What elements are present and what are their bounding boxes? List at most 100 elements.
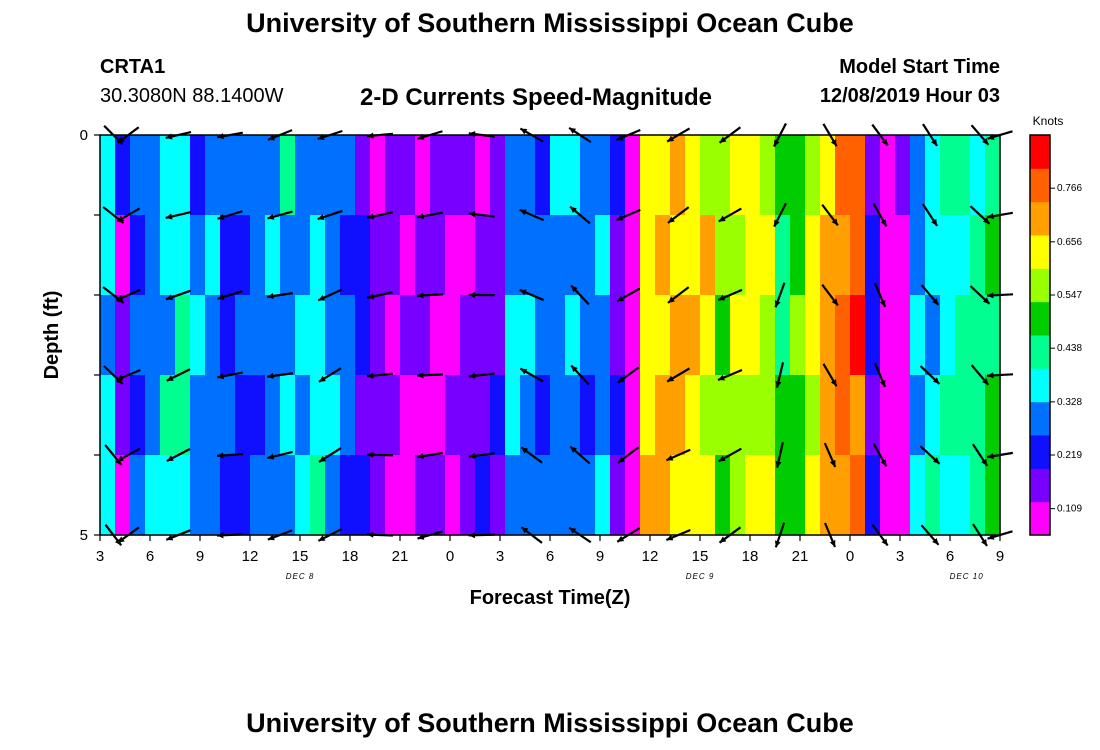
- heat-cell: [985, 215, 1001, 296]
- heat-cell: [220, 215, 236, 296]
- heat-cell: [835, 295, 851, 376]
- arrow-head: [774, 219, 780, 227]
- heat-cell: [415, 375, 431, 456]
- arrow-head: [468, 452, 476, 459]
- heat-cell: [265, 295, 281, 376]
- heat-cell: [370, 215, 386, 296]
- heat-cell: [595, 215, 611, 296]
- current-arrow: [775, 362, 785, 388]
- heat-cell: [100, 375, 116, 456]
- heat-cell: [625, 135, 641, 216]
- heat-cell: [940, 375, 956, 456]
- x-tick-label: 15: [292, 548, 309, 565]
- heat-cell: [235, 295, 251, 376]
- heat-cell: [640, 295, 656, 376]
- colorbar-tick-label: 0.109: [1057, 504, 1082, 515]
- arrow-head: [367, 293, 375, 300]
- arrow-head: [116, 374, 124, 381]
- arrow-head: [775, 380, 782, 388]
- arrow-head: [367, 451, 374, 458]
- heat-cell: [520, 375, 536, 456]
- arrow-head: [616, 134, 624, 141]
- arrow-head: [880, 459, 887, 467]
- heat-cell: [490, 455, 506, 536]
- arrow-head: [987, 453, 994, 460]
- heat-cell: [190, 375, 206, 456]
- heatmap-cells: [100, 135, 1001, 536]
- heat-cell: [145, 295, 161, 376]
- heat-cell: [955, 135, 971, 216]
- arrow-head: [217, 452, 224, 459]
- heat-cell: [475, 455, 491, 536]
- heat-cell: [400, 375, 416, 456]
- heat-cell: [280, 215, 296, 296]
- current-arrow: [872, 203, 888, 227]
- heat-cell: [115, 295, 131, 376]
- arrow-head: [267, 534, 275, 541]
- heat-cell: [460, 295, 476, 376]
- heat-cell: [370, 455, 386, 536]
- heat-cell: [970, 215, 986, 296]
- arrow-head: [774, 540, 781, 548]
- heat-cell: [580, 135, 596, 216]
- arrow-head: [570, 446, 577, 453]
- heat-cell: [865, 215, 881, 296]
- heat-cell: [790, 375, 806, 456]
- arrow-head: [931, 218, 938, 226]
- heat-cell: [295, 295, 311, 376]
- heat-cell: [205, 455, 221, 536]
- heat-cell: [205, 215, 221, 296]
- heat-cell: [520, 215, 536, 296]
- heat-cell: [400, 135, 416, 216]
- heat-cell: [865, 455, 881, 536]
- heat-cell: [670, 295, 686, 376]
- arrow-head: [571, 285, 578, 293]
- current-arrow: [665, 448, 691, 462]
- current-arrow: [266, 292, 294, 299]
- heat-cell: [625, 455, 641, 536]
- heat-cell: [280, 135, 296, 216]
- heat-cell: [160, 295, 176, 376]
- heat-cell: [775, 135, 791, 216]
- colorbar-band: [1030, 301, 1050, 336]
- arrow-head: [666, 534, 674, 541]
- arrow-head: [829, 459, 836, 467]
- heat-cell: [370, 375, 386, 456]
- heat-cell: [670, 455, 686, 536]
- heat-cell: [220, 295, 236, 376]
- arrow-head: [267, 292, 274, 299]
- current-arrow: [217, 210, 243, 220]
- heat-cell: [850, 375, 866, 456]
- x-tick-label: 15: [692, 548, 709, 565]
- heat-cell: [415, 135, 431, 216]
- heat-cell: [430, 375, 446, 456]
- heat-cell: [700, 295, 716, 376]
- arrow-head: [166, 294, 174, 301]
- heat-cell: [670, 215, 686, 296]
- heat-cell: [715, 375, 731, 456]
- heat-cell: [820, 375, 836, 456]
- x-tick-label: 0: [446, 548, 454, 565]
- heat-cell: [625, 215, 641, 296]
- heat-cell: [640, 455, 656, 536]
- chart-title: 2-D Currents Speed-Magnitude: [360, 84, 713, 111]
- arrow-head: [775, 460, 782, 468]
- current-arrow: [667, 206, 690, 224]
- arrow-head: [831, 298, 838, 306]
- arrow-head: [267, 134, 275, 141]
- heat-cell: [670, 135, 686, 216]
- heat-cell: [940, 455, 956, 536]
- arrow-head: [267, 213, 275, 220]
- heat-cell: [835, 215, 851, 296]
- arrow-head: [667, 216, 675, 223]
- heat-cell: [925, 135, 941, 216]
- arrow-head: [667, 296, 675, 303]
- heat-cell: [895, 295, 911, 376]
- current-arrow: [367, 291, 393, 300]
- heat-cell: [865, 295, 881, 376]
- heat-cell: [625, 295, 641, 376]
- heat-cell: [430, 455, 446, 536]
- heat-cell: [625, 375, 641, 456]
- heat-cell: [760, 295, 776, 376]
- heat-cell: [700, 455, 716, 536]
